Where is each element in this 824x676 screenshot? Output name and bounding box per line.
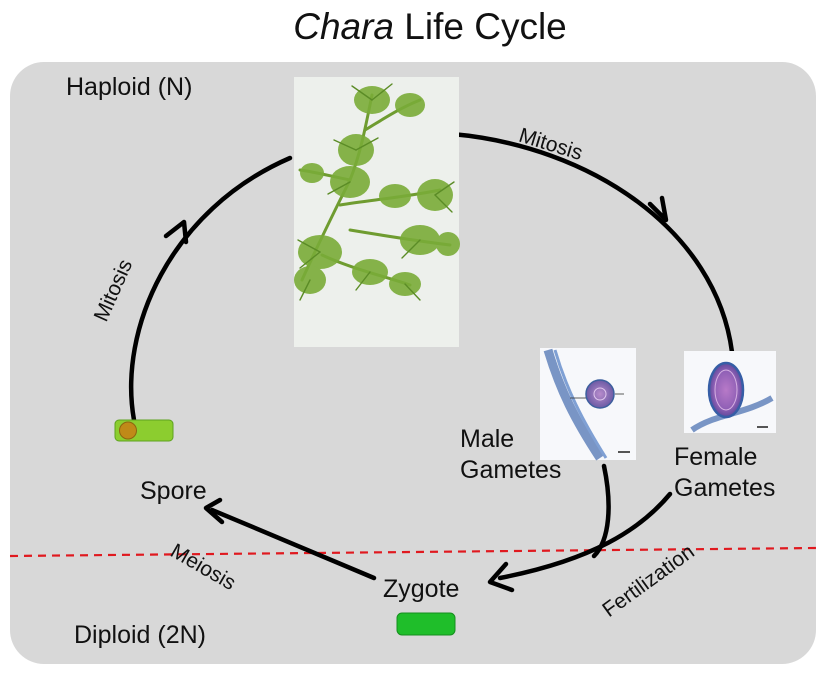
arrowhead-top (647, 195, 669, 223)
chara-plant-photo (294, 77, 460, 347)
diploid-label: Diploid (2N) (74, 621, 206, 649)
cycle-arrows (128, 131, 735, 581)
female-gametes-line1: Female (674, 443, 758, 471)
zygote-label: Zygote (383, 575, 460, 603)
spore-marker (114, 419, 174, 442)
diagram-title: Chara Life Cycle (0, 6, 824, 48)
spore-marker-dot (119, 421, 137, 440)
title-rest: Life Cycle (394, 6, 567, 47)
haploid-label: Haploid (N) (66, 73, 193, 101)
mitosis-left-arc (128, 155, 293, 423)
spore-label: Spore (140, 477, 207, 505)
arrowhead-spore (203, 497, 225, 525)
zygote-marker (396, 612, 456, 636)
male-gametes-micrograph (540, 348, 636, 461)
arrowhead-left (163, 219, 189, 245)
chara-photo-background (294, 77, 459, 347)
fertilization-arc-female (497, 491, 673, 581)
fertilization-arc-male (591, 463, 611, 559)
chara-branchlets (297, 83, 455, 301)
female-gametes-line2: Gametes (674, 474, 776, 502)
meiosis-arc (209, 507, 377, 581)
title-genus: Chara (293, 6, 395, 47)
male-gametes-line2: Gametes (460, 456, 562, 484)
arrowheads (163, 195, 669, 593)
female-gametes-label: Female Gametes (674, 442, 775, 504)
male-gametes-line1: Male (460, 425, 515, 453)
male-gametes-label: Male Gametes (460, 424, 561, 486)
female-gametes-micrograph (684, 351, 776, 433)
arrowhead-zygote (487, 561, 515, 593)
mitosis-top-arc (449, 131, 735, 355)
